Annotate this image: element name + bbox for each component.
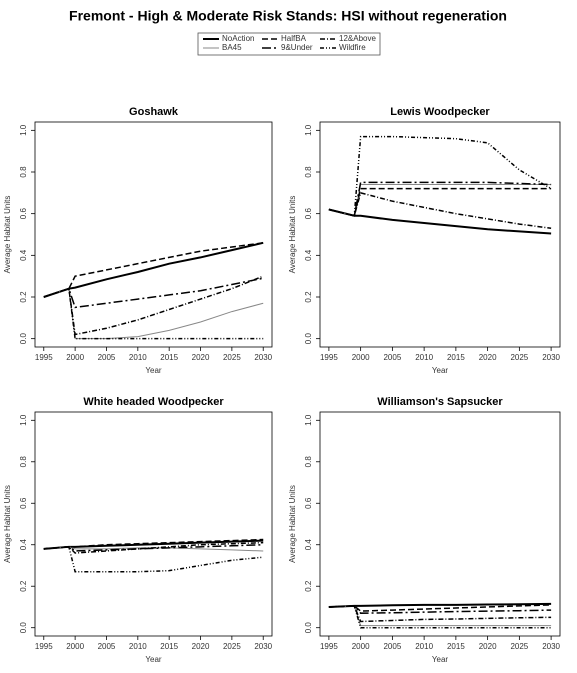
y-tick-label: 0.6 (19, 208, 28, 220)
x-axis-label: Year (432, 655, 449, 664)
y-tick-label: 1.0 (304, 124, 313, 136)
x-tick-label: 2030 (542, 353, 560, 362)
x-tick-label: 2000 (66, 353, 84, 362)
x-tick-label: 2025 (510, 353, 528, 362)
legend-label: HalfBA (281, 34, 307, 43)
y-tick-label: 0.0 (19, 333, 28, 345)
x-tick-label: 2015 (447, 353, 465, 362)
x-tick-label: 1995 (320, 353, 338, 362)
series-line (43, 288, 264, 340)
y-axis-label: Average Habitat Units (288, 485, 297, 563)
series-line (328, 187, 552, 217)
y-tick-label: 0.8 (19, 166, 28, 178)
series-line (328, 208, 552, 235)
series-line (43, 275, 264, 336)
plot-frame (319, 411, 561, 637)
x-tick-label: 2005 (98, 353, 116, 362)
x-axis-label: Year (145, 366, 162, 375)
x-tick-label: 2015 (447, 642, 465, 651)
y-tick-label: 1.0 (19, 414, 28, 426)
x-tick-label: 1995 (320, 642, 338, 651)
legend-label: BA45 (222, 43, 242, 52)
y-tick-label: 0.0 (304, 333, 313, 345)
y-axis-label: Average Habitat Units (3, 485, 12, 563)
chart-title: Goshawk (129, 106, 179, 118)
y-tick-label: 1.0 (304, 414, 313, 426)
x-tick-label: 2030 (254, 353, 272, 362)
figure-title: Fremont - High & Moderate Risk Stands: H… (69, 8, 507, 24)
y-tick-label: 1.0 (19, 124, 28, 136)
x-tick-label: 2005 (383, 642, 401, 651)
x-tick-label: 2005 (383, 353, 401, 362)
legend-label: Wildfire (339, 43, 366, 52)
plot-frame (319, 121, 561, 348)
x-tick-label: 2020 (479, 353, 497, 362)
x-tick-label: 2020 (192, 353, 210, 362)
legend-box (197, 32, 381, 56)
x-tick-label: 2030 (254, 642, 272, 651)
x-tick-label: 2015 (160, 353, 178, 362)
x-tick-label: 2000 (352, 353, 370, 362)
y-tick-label: 0.6 (304, 497, 313, 509)
x-tick-label: 2000 (352, 642, 370, 651)
y-tick-label: 0.4 (304, 539, 313, 551)
plot-frame (34, 411, 273, 637)
x-tick-label: 1995 (35, 642, 53, 651)
x-tick-label: 2010 (415, 642, 433, 651)
y-tick-label: 0.8 (304, 456, 313, 468)
y-tick-label: 0.0 (304, 622, 313, 634)
series-line (43, 538, 264, 550)
y-tick-label: 0.6 (304, 208, 313, 220)
series-line (43, 241, 264, 298)
x-tick-label: 2010 (129, 353, 147, 362)
x-axis-label: Year (145, 655, 162, 664)
series-line (328, 135, 552, 217)
x-tick-label: 2000 (66, 642, 84, 651)
chart-title: Williamson's Sapsucker (377, 396, 503, 408)
x-tick-label: 2025 (223, 642, 241, 651)
x-tick-label: 2010 (415, 353, 433, 362)
legend-label: 9&Under (281, 43, 313, 52)
legend-label: NoAction (222, 34, 254, 43)
x-tick-label: 2020 (192, 642, 210, 651)
series-line (43, 277, 264, 309)
series-line (328, 605, 552, 614)
x-axis-label: Year (432, 366, 449, 375)
y-tick-label: 0.4 (19, 539, 28, 551)
y-axis-label: Average Habitat Units (288, 196, 297, 274)
series-line (43, 546, 264, 573)
y-tick-label: 0.6 (19, 497, 28, 509)
chart-title: White headed Woodpecker (83, 396, 224, 408)
x-tick-label: 2015 (160, 642, 178, 651)
y-tick-label: 0.2 (304, 291, 313, 303)
chart-title: Lewis Woodpecker (390, 106, 490, 118)
x-tick-label: 2030 (542, 642, 560, 651)
legend-label: 12&Above (339, 34, 376, 43)
x-tick-label: 2005 (98, 642, 116, 651)
x-tick-label: 2020 (479, 642, 497, 651)
x-tick-label: 1995 (35, 353, 53, 362)
series-line (43, 242, 264, 298)
y-tick-label: 0.8 (19, 456, 28, 468)
y-tick-label: 0.0 (19, 622, 28, 634)
series-line (43, 287, 264, 340)
x-tick-label: 2010 (129, 642, 147, 651)
series-line (328, 191, 552, 229)
y-tick-label: 0.4 (304, 249, 313, 261)
y-tick-label: 0.2 (19, 291, 28, 303)
series-line (328, 605, 552, 629)
series-line (43, 541, 264, 554)
y-tick-label: 0.8 (304, 166, 313, 178)
y-tick-label: 0.4 (19, 249, 28, 261)
series-line (328, 602, 552, 608)
series-line (328, 604, 552, 612)
y-axis-label: Average Habitat Units (3, 196, 12, 274)
y-tick-label: 0.2 (304, 580, 313, 592)
plot-frame (34, 121, 273, 348)
x-tick-label: 2025 (510, 642, 528, 651)
y-tick-label: 0.2 (19, 580, 28, 592)
x-tick-label: 2025 (223, 353, 241, 362)
series-line (328, 181, 552, 217)
